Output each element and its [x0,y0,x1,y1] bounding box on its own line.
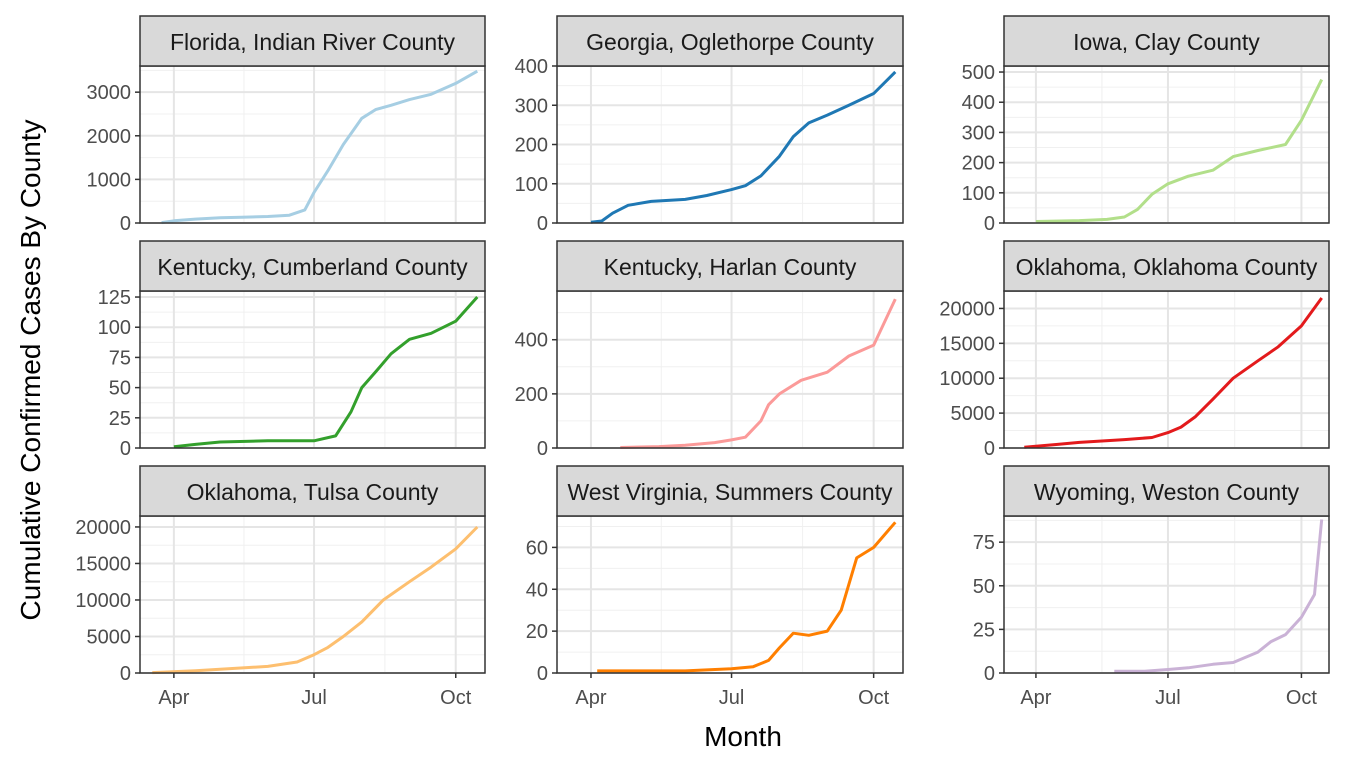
series-line [1035,78,1324,223]
facet-panel: Oklahoma, Tulsa County 0 5000 10000 15000 200… [75,465,486,709]
y-tick-label: 75 [109,347,131,369]
facet-title: Kentucky, Harlan County [604,254,857,280]
y-tick-label: 100 [98,317,131,339]
x-tick-label: Oct [1286,687,1318,709]
facet-panel: West Virginia, Summers County 0 20 40 60 Apr J… [526,465,904,709]
y-tick-label: 0 [120,663,131,685]
y-tick-label: 5000 [951,403,996,425]
plot-background [140,66,485,223]
y-tick-label: 20 [526,621,548,643]
y-tick-label: 2000 [87,126,132,148]
facet-strip [1003,465,1330,517]
facet-strip [556,15,904,67]
y-tick-label: 1000 [87,169,132,191]
y-tick-label: 10000 [939,368,995,390]
plot-background [140,516,485,673]
facet-title: West Virginia, Summers County [567,479,893,505]
facet-panels: Florida, Indian River County010002000300… [75,15,1330,709]
y-tick-label: 0 [537,213,548,235]
facet-title: Kentucky, Cumberland County [157,254,468,280]
y-tick-label: 0 [984,213,995,235]
facet-strip [139,15,486,67]
y-tick-label: 100 [962,183,995,205]
y-tick-label: 60 [526,537,548,559]
facet-panel: Iowa, Clay County 0 100 200 300 400 500 [962,15,1330,235]
y-tick-label: 100 [515,174,548,196]
y-tick-label: 15000 [75,553,131,575]
x-tick-label: Apr [575,687,606,709]
y-tick-label: 10000 [75,590,131,612]
series-line [1024,297,1323,449]
facet-strip [556,465,904,517]
y-tick-label: 200 [515,135,548,157]
facet-title: Oklahoma, Tulsa County [187,479,439,505]
x-tick-label: Oct [440,687,472,709]
y-tick-label: 400 [515,56,548,78]
series-line [597,521,897,673]
y-tick-label: 50 [109,378,131,400]
facet-strip [139,465,486,517]
facet-strip [1003,15,1330,67]
facet-title: Georgia, Oglethorpe County [586,29,874,55]
y-tick-label: 0 [984,663,995,685]
y-tick-label: 300 [962,122,995,144]
y-tick-label: 0 [537,663,548,685]
plot-background [557,291,903,448]
x-tick-label: Jul [719,687,745,709]
y-tick-label: 5000 [87,626,132,648]
x-tick-label: Apr [1020,687,1051,709]
y-tick-label: 400 [515,330,548,352]
facet-strip [139,240,486,292]
facet-panel: Georgia, Oglethorpe County 0 100 200 300 400 [515,15,904,235]
y-tick-label: 400 [962,92,995,114]
plot-background [140,291,485,448]
x-tick-label: Jul [1155,687,1181,709]
facet-title: Wyoming, Weston County [1034,479,1300,505]
facet-panel: Oklahoma, Oklahoma County 0 5000 10000 15000… [939,240,1330,460]
facet-title: Florida, Indian River County [170,29,456,55]
facet-strip [556,240,904,292]
y-tick-label: 40 [526,579,548,601]
y-tick-label: 200 [962,153,995,175]
facet-title: Iowa, Clay County [1073,29,1260,55]
plot-background [1004,516,1329,673]
series-line [620,298,897,449]
plot-background [557,516,903,673]
series-line [173,296,479,449]
x-axis-title: Month [704,721,782,752]
plot-background [1004,66,1329,223]
facet-strip [1003,240,1330,292]
facet-title: Oklahoma, Oklahoma County [1016,254,1318,280]
series-line [152,525,479,675]
y-tick-label: 500 [962,62,995,84]
facet-panel: Kentucky, Cumberland County 0 25 50 75 100 125 [98,240,486,460]
y-tick-label: 25 [109,408,131,430]
y-tick-label: 300 [515,95,548,117]
facet-panel: Kentucky, Harlan County 0 200 400 [515,240,904,460]
y-tick-label: 125 [98,287,131,309]
facet-panel: Wyoming, Weston County 0 25 50 75 Apr Jul Oct [973,465,1330,709]
y-tick-label: 3000 [87,82,132,104]
y-tick-label: 200 [515,384,548,406]
series-line [590,70,897,224]
x-tick-label: Oct [858,687,890,709]
y-tick-label: 50 [973,576,995,598]
y-tick-label: 20000 [75,517,131,539]
y-tick-label: 0 [537,438,548,460]
y-tick-label: 75 [973,532,995,554]
y-axis-title: Cumulative Confirmed Cases By County [15,119,46,620]
y-tick-label: 0 [984,438,995,460]
plot-background [1004,291,1329,448]
y-tick-label: 0 [120,438,131,460]
series-line [1114,519,1324,673]
y-tick-label: 25 [973,619,995,641]
x-tick-label: Jul [301,687,327,709]
series-line [161,69,479,225]
y-tick-label: 20000 [939,298,995,320]
y-tick-label: 15000 [939,333,995,355]
facet-panel: Florida, Indian River County 0 1000 2000 300… [87,15,486,235]
y-tick-label: 0 [120,213,131,235]
x-tick-label: Apr [158,687,189,709]
